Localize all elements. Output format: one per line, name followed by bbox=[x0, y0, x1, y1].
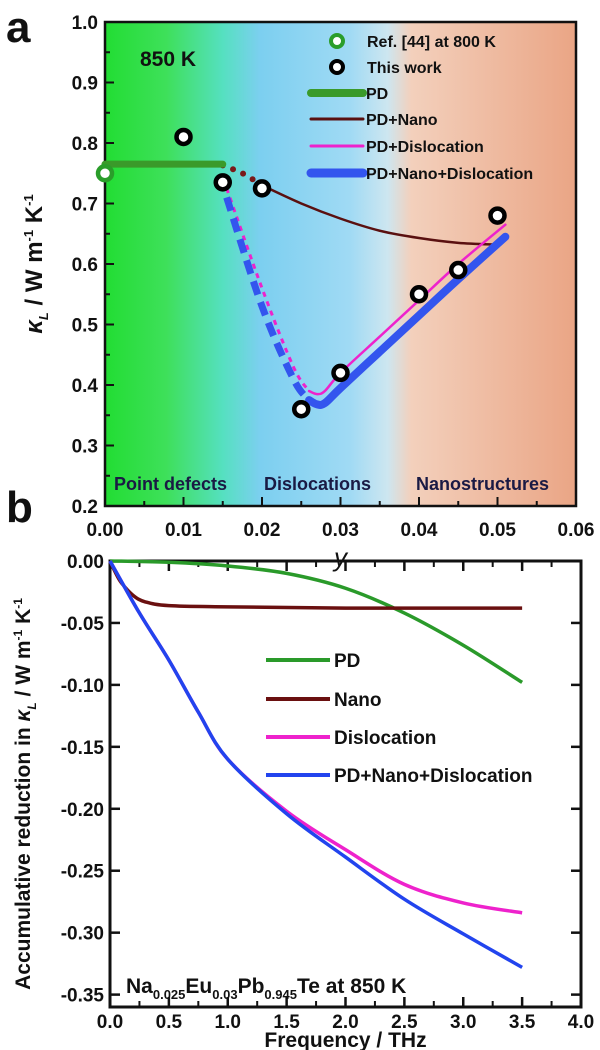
y-tick-label: -0.05 bbox=[61, 614, 105, 635]
legend-label: This work bbox=[367, 60, 442, 77]
annotation-text: Pb bbox=[238, 975, 265, 998]
annotation-subscript: 0.03 bbox=[212, 987, 237, 1002]
x-tick-label: 3.5 bbox=[509, 1012, 536, 1033]
x-tick-label: 0.03 bbox=[322, 520, 359, 541]
legend-label: PD+Nano+Dislocation bbox=[334, 766, 533, 787]
y-tick-label: 0.00 bbox=[67, 552, 104, 573]
data-point bbox=[488, 206, 507, 225]
x-tick-label: 3.0 bbox=[450, 1012, 476, 1033]
series-line bbox=[108, 560, 523, 610]
y-tick-label: 0.7 bbox=[72, 195, 98, 216]
plot-frame bbox=[103, 20, 578, 508]
data-point bbox=[292, 399, 311, 419]
region-label: Dislocations bbox=[264, 474, 371, 494]
x-tick-label: 4.0 bbox=[568, 1012, 594, 1033]
y-tick-label: -0.25 bbox=[61, 862, 105, 883]
annotation-text: Na bbox=[126, 975, 153, 998]
y-tick-label: 1.0 bbox=[72, 13, 98, 34]
series-line bbox=[108, 560, 523, 969]
temperature-annotation: 850 K bbox=[140, 48, 196, 71]
panel-label: b bbox=[6, 483, 33, 532]
y-tick-label: 0.6 bbox=[72, 255, 98, 276]
annotation-text: Eu bbox=[185, 975, 212, 998]
y-label-exp: -1 bbox=[21, 230, 36, 242]
y-tick-label: 0.4 bbox=[72, 376, 99, 397]
legend-label: PD bbox=[334, 651, 360, 672]
series-line bbox=[109, 559, 524, 684]
y-label-exp: -1 bbox=[21, 194, 36, 206]
y-label-sub: L bbox=[25, 702, 39, 709]
panel-label: a bbox=[6, 3, 31, 52]
x-tick-label: 1.5 bbox=[273, 1012, 300, 1033]
y-label-exp: -1 bbox=[11, 598, 25, 609]
legend-label: Nano bbox=[334, 690, 382, 711]
data-point bbox=[409, 285, 429, 304]
data-point bbox=[331, 363, 350, 383]
x-tick-label: 0.02 bbox=[244, 520, 281, 541]
x-tick-label: 2.5 bbox=[391, 1012, 418, 1033]
annotation-text: Te at 850 K bbox=[297, 975, 406, 998]
series-line-dotted bbox=[219, 162, 265, 189]
x-tick-label: 1.0 bbox=[215, 1012, 241, 1033]
legend-label: PD bbox=[366, 86, 388, 103]
plot-frame bbox=[108, 559, 583, 1009]
x-tick-label: 0.01 bbox=[165, 520, 202, 541]
y-label-exp: -1 bbox=[11, 629, 25, 640]
plot-background bbox=[105, 22, 576, 506]
legend-label: PD+Nano bbox=[366, 112, 438, 129]
y-tick-label: -0.20 bbox=[61, 800, 104, 821]
y-tick-label: 0.9 bbox=[72, 74, 98, 95]
y-label-sub: L bbox=[36, 312, 51, 320]
y-label-text: Accumulative reduction in bbox=[12, 722, 35, 990]
x-axis-label: Frequency / THz bbox=[264, 1029, 426, 1050]
y-label-unit2: K bbox=[12, 609, 35, 630]
y-label-kappa: κ bbox=[12, 709, 35, 722]
y-label-kappa: κ bbox=[21, 319, 48, 334]
x-tick-label: 2.0 bbox=[332, 1012, 358, 1033]
y-tick-label: 0.3 bbox=[72, 437, 98, 458]
y-label-unit2: K bbox=[21, 205, 48, 230]
y-tick-label: -0.35 bbox=[61, 986, 105, 1007]
y-tick-label: -0.10 bbox=[61, 676, 104, 697]
legend-marker bbox=[329, 33, 345, 49]
x-tick-label: 0.0 bbox=[97, 1012, 123, 1033]
panel-b: b 0.0 0.5 1.0 1.5 2.0 2.5 3.0 3.5 4.0 0.00 -0.05 -0.… bbox=[6, 483, 594, 1050]
annotation-subscript: 0.025 bbox=[153, 987, 186, 1002]
legend-label: Dislocation bbox=[334, 728, 436, 749]
region-label: Nanostructures bbox=[416, 474, 549, 494]
y-label-unit: / W m bbox=[12, 640, 35, 702]
x-tick-label: 0.05 bbox=[479, 520, 516, 541]
y-tick-label: 0.2 bbox=[72, 497, 98, 518]
y-axis-label: Accumulative reduction in κL / W m-1 K-1 bbox=[11, 598, 39, 990]
x-tick-label: 0.00 bbox=[87, 520, 124, 541]
y-tick-label: -0.30 bbox=[61, 924, 104, 945]
x-tick-label: 0.04 bbox=[401, 520, 438, 541]
series-line-dashed bbox=[225, 187, 311, 392]
series-line bbox=[260, 184, 499, 246]
x-tick-label: 0.5 bbox=[156, 1012, 183, 1033]
x-tick-label: 0.06 bbox=[558, 520, 595, 541]
series-line bbox=[305, 232, 510, 409]
annotation-subscript: 0.945 bbox=[264, 987, 297, 1002]
y-tick-label: 0.5 bbox=[72, 316, 99, 337]
y-label-unit: / W m bbox=[21, 241, 48, 312]
legend-label: PD+Dislocation bbox=[366, 139, 484, 156]
data-point bbox=[252, 179, 272, 198]
region-label: Point defects bbox=[114, 474, 227, 494]
y-tick-label: 0.8 bbox=[72, 134, 98, 155]
legend-label: Ref. [44] at 800 K bbox=[367, 34, 496, 51]
data-point bbox=[449, 260, 468, 280]
data-point bbox=[213, 173, 232, 192]
panel-a: a 0.00 0.01 0.02 0.03 0.04 0.05 0.06 0.2 0.3 0.4 0.… bbox=[6, 3, 594, 572]
legend-marker bbox=[329, 59, 345, 75]
data-point bbox=[95, 164, 115, 183]
composition-annotation: Na0.025Eu0.03Pb0.945Te at 850 K bbox=[126, 975, 406, 1002]
data-point bbox=[174, 127, 193, 147]
series-line-dashed bbox=[223, 196, 312, 403]
legend-label: PD+Nano+Dislocation bbox=[366, 166, 533, 183]
y-tick-label: -0.15 bbox=[61, 738, 105, 759]
y-axis-label: κL / W m-1 K-1 bbox=[21, 194, 51, 333]
